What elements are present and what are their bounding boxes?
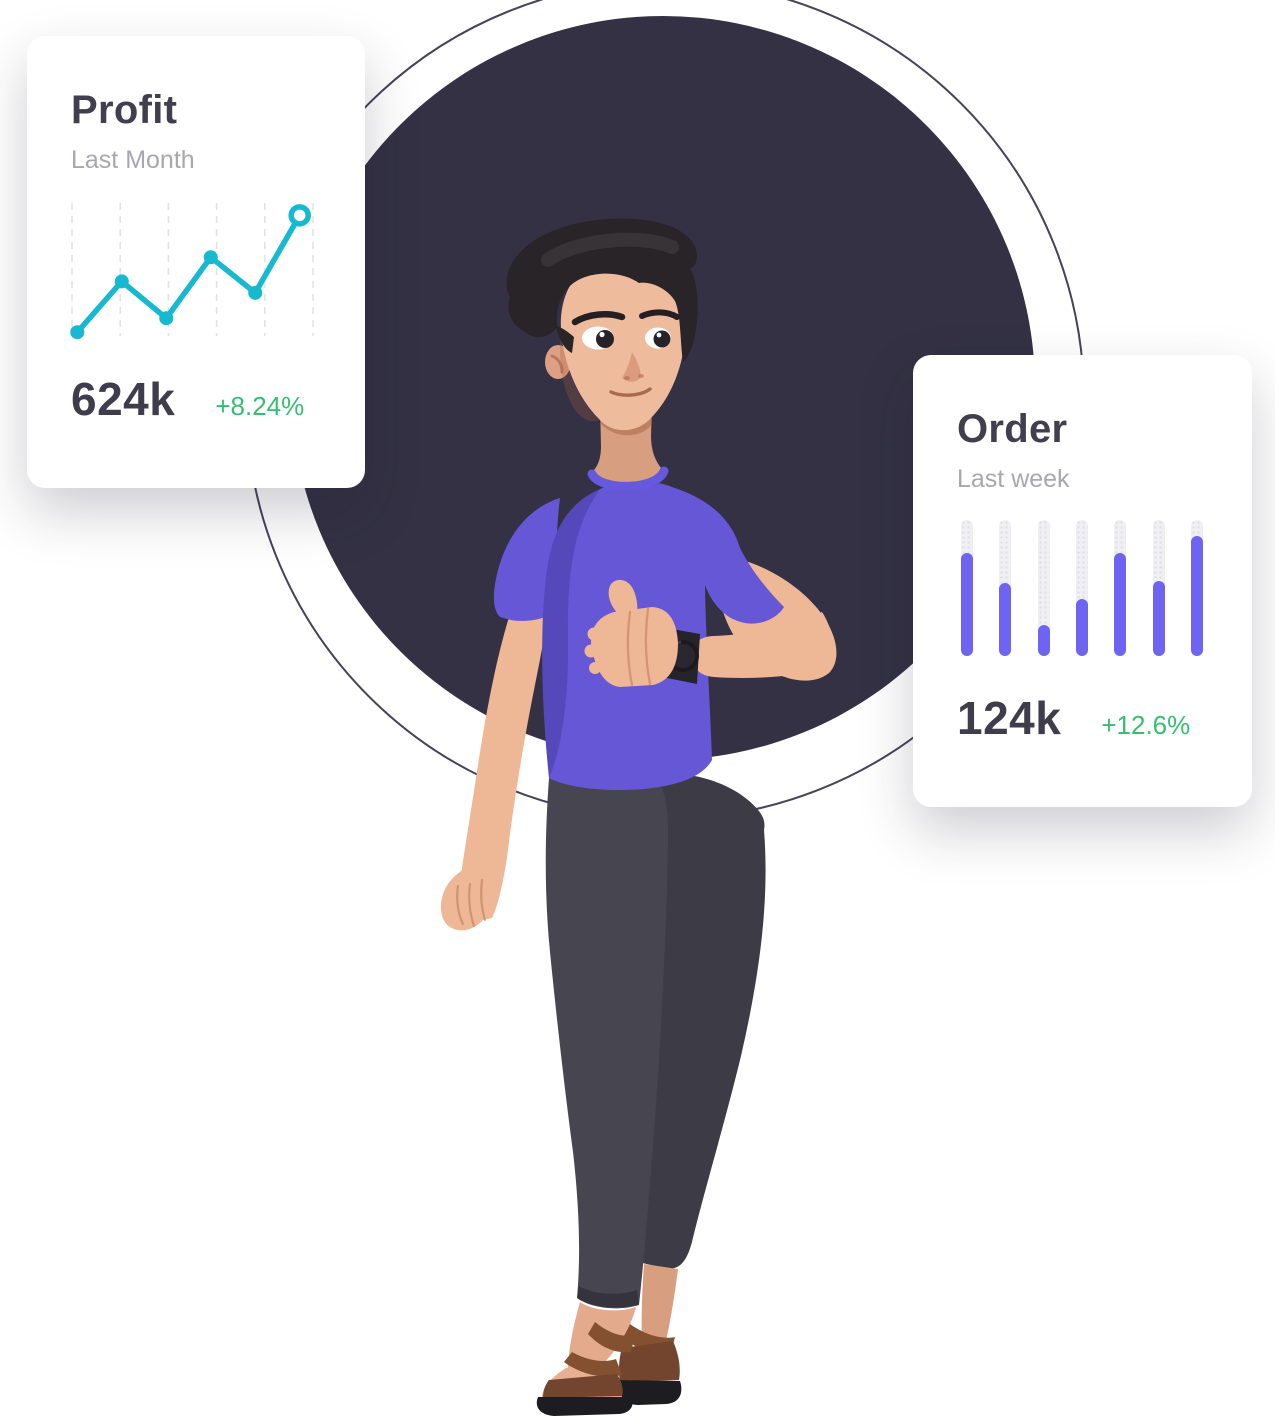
order-card-title: Order — [957, 407, 1068, 451]
bar-fill — [999, 582, 1012, 656]
left-sleeve — [493, 498, 560, 621]
profit-line-chart — [70, 203, 314, 340]
bar-track — [1152, 520, 1165, 656]
finger-lines — [456, 878, 487, 928]
nostril-left — [624, 376, 630, 380]
order-bar-chart — [961, 520, 1203, 656]
order-delta: +12.6% — [1101, 710, 1191, 740]
eye-left-pupil — [596, 330, 614, 348]
profit-card-subtitle: Last Month — [71, 146, 195, 174]
bar-track — [1190, 520, 1203, 656]
fist — [590, 607, 678, 687]
profit-stat-card: Profit Last Month 624k +8.24% — [27, 36, 365, 488]
hair-highlight — [541, 232, 679, 267]
order-value-row: 124k +12.6% — [957, 691, 1190, 745]
eyebrow-left — [571, 311, 626, 326]
sideburn — [556, 326, 574, 353]
forearm — [692, 612, 833, 678]
bar-track — [961, 520, 973, 656]
bar-track — [1075, 520, 1088, 656]
hand — [440, 861, 494, 931]
back-sandal-sole — [615, 1380, 682, 1405]
order-card-subtitle: Last week — [957, 465, 1070, 493]
bar-fill — [1037, 624, 1050, 656]
data-point-ring — [288, 204, 311, 227]
front-cuff-shadow — [577, 1286, 639, 1308]
back-pant-leg — [638, 772, 766, 1269]
front-pant-leg — [545, 778, 668, 1309]
bar-track — [1114, 520, 1127, 656]
front-sandal-strap-lower — [543, 1374, 623, 1398]
mouth — [609, 387, 652, 397]
order-value: 124k — [957, 692, 1062, 744]
bar-fill — [1114, 552, 1127, 656]
nose — [622, 352, 641, 382]
eye-right-pupil — [653, 330, 671, 348]
bar-fill — [961, 552, 973, 656]
eye-left-highlight — [599, 331, 605, 338]
character-illustration — [440, 218, 837, 1416]
knuckle-1 — [587, 627, 601, 641]
back-sandal-strap-lower — [618, 1341, 680, 1382]
knuckle-3 — [589, 662, 601, 674]
bar-track — [1037, 520, 1050, 656]
bar-fill — [1075, 598, 1088, 656]
profit-value: 624k — [71, 373, 176, 425]
fist-finger-lines — [626, 607, 652, 687]
data-point — [70, 325, 85, 340]
bar-fill — [1190, 536, 1203, 656]
data-point — [114, 274, 129, 289]
face — [560, 255, 687, 431]
front-sandal-strap-upper — [564, 1352, 622, 1377]
hanging-arm — [440, 596, 548, 931]
profit-value-row: 624k +8.24% — [71, 372, 304, 426]
back-shin — [641, 1264, 678, 1353]
thumbs-up-arm — [584, 579, 833, 687]
profit-card-title: Profit — [71, 88, 178, 132]
face-shadow — [560, 330, 600, 422]
profit-delta: +8.24% — [215, 391, 305, 421]
nostril-right — [638, 374, 644, 378]
data-point — [159, 311, 174, 326]
head — [506, 218, 698, 431]
eyebrow-right — [639, 309, 680, 320]
data-point — [248, 285, 263, 300]
collar-rim — [587, 466, 669, 491]
bar-track — [999, 520, 1012, 656]
knuckle-2 — [584, 644, 598, 658]
profit-line-series — [74, 212, 303, 335]
neck-shadow — [600, 408, 652, 436]
arm — [459, 596, 548, 924]
order-stat-card: Order Last week 124k +12.6% — [913, 355, 1252, 807]
front-ankle-strap — [588, 1322, 635, 1353]
thumb — [608, 579, 638, 614]
eye-right-highlight — [656, 332, 662, 338]
legs-and-sandals — [536, 772, 766, 1416]
data-point — [203, 250, 218, 265]
torso-shadow — [542, 489, 600, 778]
bar-fill — [1152, 581, 1165, 656]
ear-fold — [550, 354, 564, 374]
hair — [506, 218, 698, 362]
front-sandal-sole — [536, 1397, 633, 1416]
